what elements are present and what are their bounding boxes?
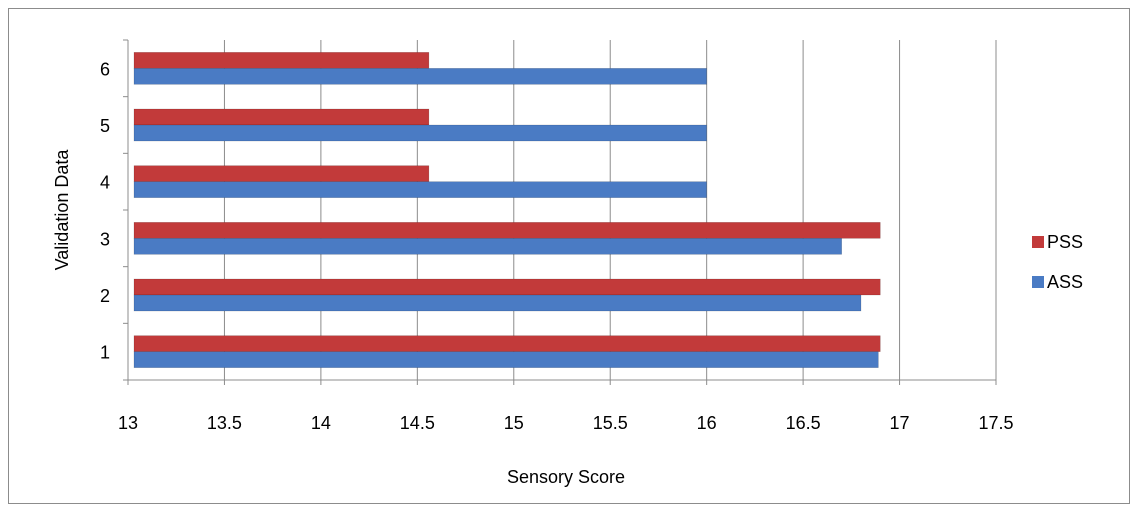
- pss-legend-swatch: [1032, 236, 1044, 248]
- x-tick-label: 14.5: [400, 413, 435, 433]
- bars: [133, 52, 881, 368]
- pss-legend-label: PSS: [1047, 232, 1083, 252]
- ass-bar-2: [133, 294, 862, 312]
- y-tick-label: 6: [100, 59, 110, 79]
- ass-bar-6: [133, 68, 707, 85]
- chart-frame: [8, 8, 1130, 504]
- x-tick-label: 13.5: [207, 413, 242, 433]
- x-tick-label: 16.5: [786, 413, 821, 433]
- y-axis-title: Validation Data: [52, 149, 72, 271]
- y-tick-label: 2: [100, 286, 110, 306]
- x-tick-label: 15: [504, 413, 524, 433]
- axes: [123, 39, 997, 385]
- ass-bar-4: [133, 181, 707, 198]
- x-axis-title: Sensory Score: [507, 467, 625, 487]
- ass-legend-label: ASS: [1047, 272, 1083, 292]
- y-tick-labels: 1 2 3 4 5 6: [100, 59, 110, 362]
- ass-legend-swatch: [1032, 276, 1044, 288]
- x-tick-label: 15.5: [593, 413, 628, 433]
- pss-bar-1: [133, 335, 881, 352]
- x-tick-label: 17: [890, 413, 910, 433]
- pss-bar-6: [133, 52, 430, 69]
- y-tick-label: 1: [100, 343, 110, 363]
- y-tick-label: 4: [100, 173, 110, 193]
- x-tick-labels: 13 13.5 14 14.5 15 15.5 16 16.5 17 17.5: [118, 413, 1014, 433]
- x-tick-label: 16: [697, 413, 717, 433]
- x-tick-label: 14: [311, 413, 331, 433]
- pss-bar-4: [133, 165, 430, 182]
- y-tick-label: 3: [100, 229, 110, 249]
- y-tick-label: 5: [100, 116, 110, 136]
- ass-bar-1: [133, 351, 879, 368]
- ass-bar-5: [133, 124, 707, 142]
- pss-bar-5: [133, 108, 430, 126]
- x-tick-label: 13: [118, 413, 138, 433]
- pss-bar-2: [133, 278, 881, 296]
- gridlines: [223, 40, 997, 380]
- ass-bar-3: [133, 238, 842, 255]
- legend: PSS ASS: [1032, 232, 1083, 292]
- pss-bar-3: [133, 222, 881, 239]
- x-tick-label: 17.5: [978, 413, 1013, 433]
